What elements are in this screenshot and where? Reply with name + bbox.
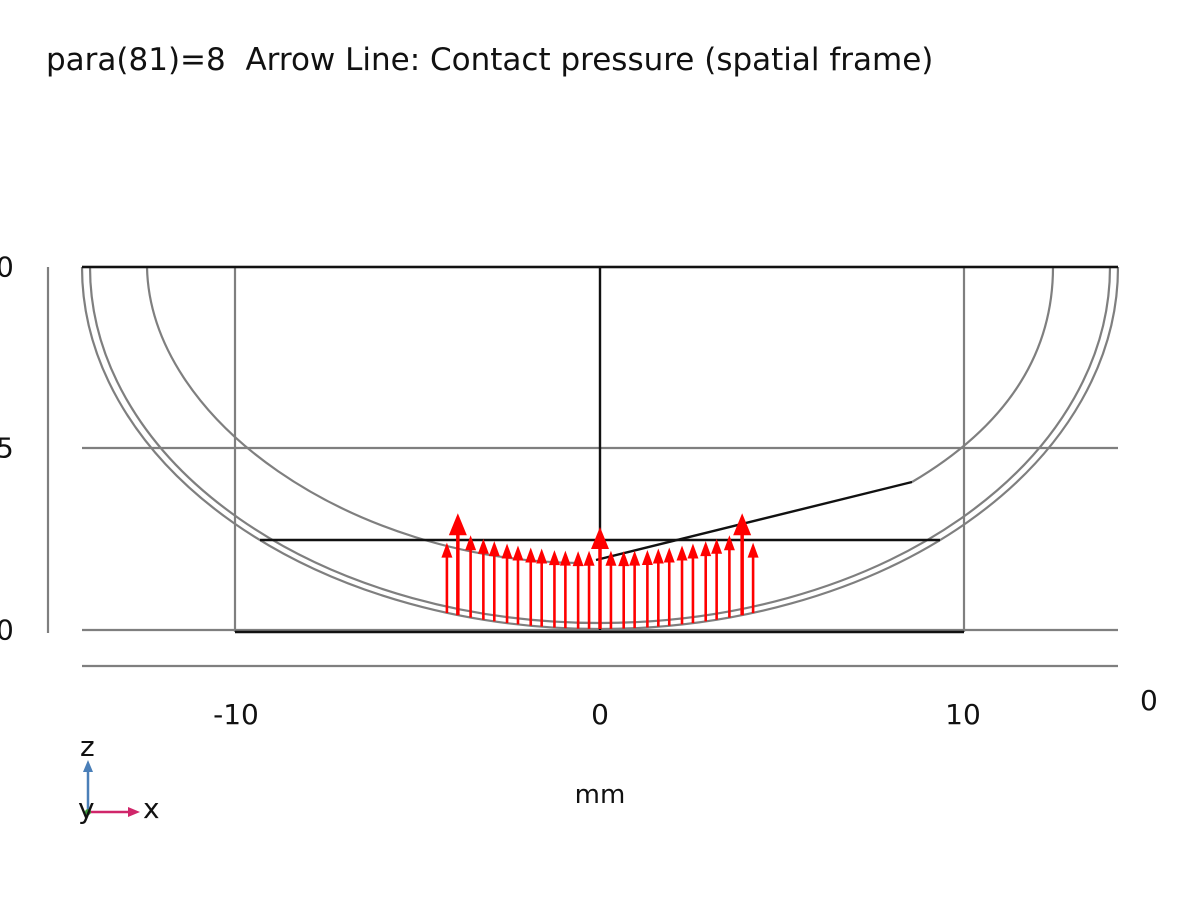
pressure-arrow-head: [548, 550, 560, 566]
triad-x-head: [128, 807, 140, 817]
pressure-arrow-head: [605, 550, 617, 566]
x-tick-10: 10: [945, 698, 981, 731]
pressure-arrow-head: [711, 538, 723, 554]
parameter-label: para(81)=8: [46, 42, 226, 78]
pressure-arrow-head: [448, 513, 467, 536]
pressure-arrow-head: [641, 549, 653, 565]
pressure-arrow-head: [536, 548, 548, 564]
x-tick-0: 0: [591, 698, 609, 731]
plot-name-label: Arrow Line: Contact pressure (spatial fr…: [245, 42, 934, 78]
x-tick-neg10: -10: [213, 698, 259, 731]
pressure-arrow-head: [618, 551, 630, 567]
pressure-arrow-head: [477, 538, 489, 554]
axis-triad: [83, 760, 140, 817]
pressure-arrow-head: [559, 550, 571, 566]
triad-x-label: x: [143, 792, 160, 825]
pressure-arrow-head: [733, 513, 752, 536]
triad-z-label: z: [80, 730, 95, 763]
pressure-arrow-head: [583, 550, 595, 566]
slanted-line: [595, 480, 913, 562]
pressure-arrow-head: [652, 548, 664, 564]
pressure-arrow-head: [663, 547, 675, 563]
contact-pressure-arrows: [441, 513, 759, 629]
y-tick-bottom: 0: [0, 613, 14, 647]
pressure-arrow-head: [512, 545, 524, 561]
triad-z-head: [83, 760, 93, 772]
pressure-arrow-head: [501, 543, 513, 559]
pressure-arrow-head: [629, 550, 641, 566]
inner-shell-arc: [145, 266, 579, 565]
pressure-arrow-head: [700, 541, 712, 557]
triad-y-dot: [85, 809, 91, 815]
pressure-arrow-head: [723, 535, 735, 551]
pressure-arrow-head: [591, 527, 609, 549]
pressure-arrow-head: [747, 542, 759, 558]
x-axis-unit: mm: [574, 780, 626, 810]
inner-shell-arc-right: [911, 266, 1055, 483]
pressure-arrow-head: [488, 541, 500, 557]
y-tick-top: 0: [0, 250, 14, 284]
geometry-gray: [46, 265, 1120, 668]
triad-y-label: y: [78, 792, 95, 825]
pressure-arrow-head: [465, 535, 477, 551]
pressure-arrow-head: [572, 551, 584, 567]
pressure-arrow-head: [676, 545, 688, 561]
pressure-arrow-head: [687, 543, 699, 559]
pressure-arrow-head: [525, 547, 537, 563]
y-tick-mid: 5: [0, 431, 14, 465]
plot-title: para(81)=8 Arrow Line: Contact pressure …: [46, 42, 933, 78]
geometry-black: [82, 265, 1118, 634]
right-edge-tick: 0: [1140, 684, 1158, 717]
pressure-arrow-head: [441, 542, 453, 558]
